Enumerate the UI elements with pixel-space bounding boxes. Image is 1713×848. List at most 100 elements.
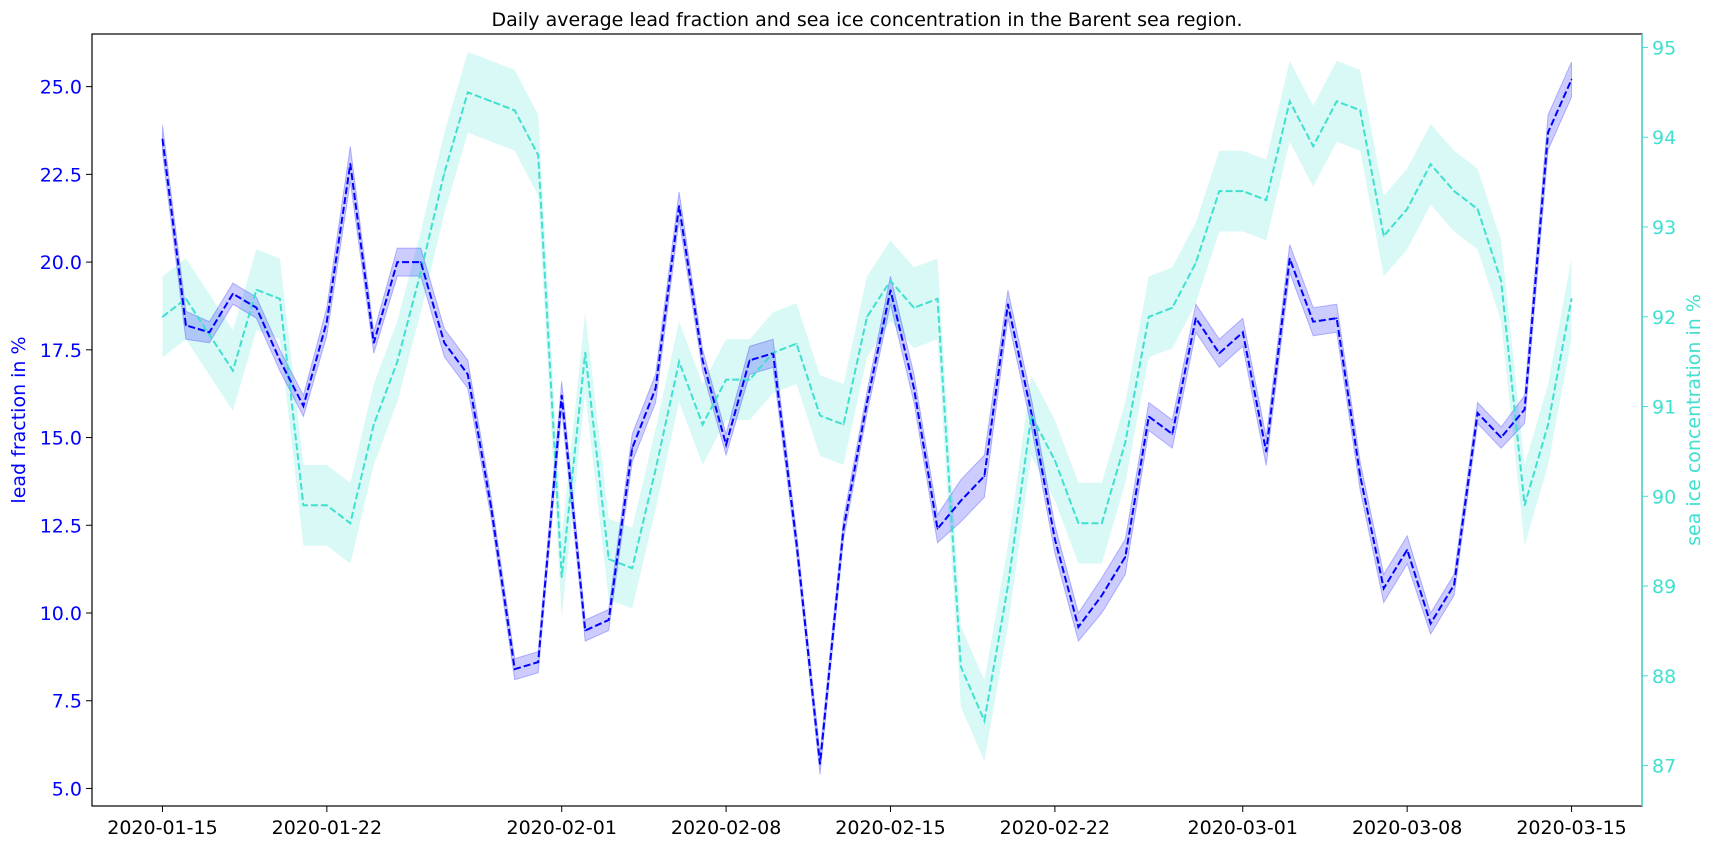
lead-fraction-point xyxy=(1406,549,1408,551)
lead-fraction-point xyxy=(279,359,281,362)
sea-ice-point xyxy=(1547,423,1549,426)
series-lines xyxy=(161,78,1573,765)
sea-ice-point xyxy=(302,504,305,507)
sea-ice-point xyxy=(1101,522,1103,524)
lead-fraction-point xyxy=(208,331,211,334)
x-tick-label: 2020-02-01 xyxy=(506,817,616,839)
sea-ice-point xyxy=(443,172,446,174)
y-right-tick-label: 95 xyxy=(1652,37,1676,59)
sea-ice-point xyxy=(1359,109,1361,112)
y-right-tick-label: 89 xyxy=(1652,576,1676,598)
lead-fraction-point xyxy=(1547,131,1549,134)
sea-ice-point xyxy=(185,298,187,300)
sea-ice-point xyxy=(1570,298,1573,300)
sea-ice-point xyxy=(772,351,774,354)
sea-ice-point xyxy=(1242,190,1244,192)
lead-fraction-point xyxy=(326,320,328,323)
plot-frame xyxy=(91,33,1643,807)
lead-fraction-point xyxy=(1570,78,1573,81)
sea-ice-point xyxy=(607,558,610,560)
lead-fraction-point xyxy=(631,447,633,449)
y-right-tick-label: 91 xyxy=(1652,397,1676,419)
sea-ice-point xyxy=(1500,280,1502,282)
lead-fraction-point xyxy=(1265,450,1267,453)
sea-ice-point xyxy=(889,280,892,282)
lead-fraction-point xyxy=(678,205,680,207)
sea-ice-point xyxy=(654,468,657,471)
y-left-tick-label: 7.5 xyxy=(52,691,82,713)
sea-ice-point xyxy=(513,109,516,112)
sea-ice-point xyxy=(701,423,704,426)
sea-ice-point xyxy=(584,351,586,354)
lead-fraction-point xyxy=(1242,331,1244,334)
sea-ice-point xyxy=(1007,585,1009,587)
lead-fraction-point xyxy=(913,387,915,390)
lead-fraction-point xyxy=(443,342,446,344)
sea-ice-point xyxy=(396,360,399,363)
sea-ice-point xyxy=(161,316,164,318)
sea-ice-point xyxy=(725,378,727,381)
sea-ice-point xyxy=(983,719,986,722)
x-tick-label: 2020-02-08 xyxy=(671,817,781,839)
sea-ice-point xyxy=(1453,190,1455,192)
sea-ice-point xyxy=(490,100,493,103)
x-tick-label: 2020-03-08 xyxy=(1352,817,1462,839)
lead-fraction-point xyxy=(842,528,845,530)
y-right-tick-label: 88 xyxy=(1652,666,1676,688)
sea-ice-point xyxy=(1406,208,1408,210)
lead-fraction-point xyxy=(654,387,657,390)
sea-ice-point xyxy=(960,666,962,668)
sea-ice-point xyxy=(560,576,563,578)
lead-fraction-point xyxy=(1171,433,1174,435)
sea-ice-point xyxy=(326,504,328,507)
y-right-tick-label: 87 xyxy=(1652,756,1676,778)
axes: 2020-01-15 2020-01-22 2020-02-01 2020-02-08… xyxy=(40,33,1676,839)
sea-ice-point xyxy=(1335,100,1338,103)
lead-fraction-point xyxy=(1077,626,1080,628)
lead-fraction-point xyxy=(1195,317,1197,320)
sea-ice-point xyxy=(1476,208,1479,210)
lead-fraction-point xyxy=(467,373,469,376)
y-right-tick-label: 92 xyxy=(1652,307,1676,329)
lead-fraction-point xyxy=(1312,320,1314,323)
lead-fraction-point xyxy=(1523,408,1526,411)
lead-fraction-point xyxy=(396,261,399,263)
sea-ice-point xyxy=(420,271,422,273)
y-left-tick-label: 12.5 xyxy=(40,515,82,537)
lead-fraction-point xyxy=(1124,556,1127,558)
x-tick-label: 2020-01-15 xyxy=(107,817,217,839)
lead-fraction-point xyxy=(1429,622,1432,625)
lead-fraction-point xyxy=(537,661,539,663)
y-axis-label-left: lead fraction in % xyxy=(8,336,30,503)
sea-ice-point xyxy=(1265,199,1267,201)
x-tick-label: 2020-02-22 xyxy=(1000,817,1110,839)
x-tick-label: 2020-02-15 xyxy=(835,817,945,839)
sea-ice-point xyxy=(1382,235,1385,237)
sea-ice-point xyxy=(795,342,798,345)
lead-fraction-point xyxy=(1030,412,1033,414)
sea-ice-point xyxy=(1030,414,1033,417)
sea-ice-point xyxy=(1148,316,1150,318)
y-left-tick-label: 20.0 xyxy=(40,252,82,274)
sea-ice-point xyxy=(1312,145,1314,147)
lead-fraction-point xyxy=(584,629,586,632)
sea-ice-point xyxy=(1171,307,1174,309)
sea-ice-point xyxy=(748,378,751,381)
lead-fraction-point xyxy=(513,668,516,670)
lead-fraction-point xyxy=(232,292,234,295)
lead-fraction-point xyxy=(349,163,352,165)
sea-ice-point xyxy=(866,316,868,318)
lead-fraction-point xyxy=(866,401,868,404)
sea-ice-point xyxy=(1077,522,1080,524)
lead-fraction-point xyxy=(748,359,751,362)
lead-fraction-point xyxy=(1500,436,1502,439)
sea-ice-point xyxy=(467,91,469,94)
sea-ice-point xyxy=(537,154,539,156)
sea-ice-point xyxy=(232,369,234,372)
sea-ice-point xyxy=(1218,190,1221,192)
lead-fraction-point xyxy=(1101,594,1103,597)
y-left-tick-label: 17.5 xyxy=(40,340,82,362)
y-left-tick-label: 5.0 xyxy=(52,778,82,800)
